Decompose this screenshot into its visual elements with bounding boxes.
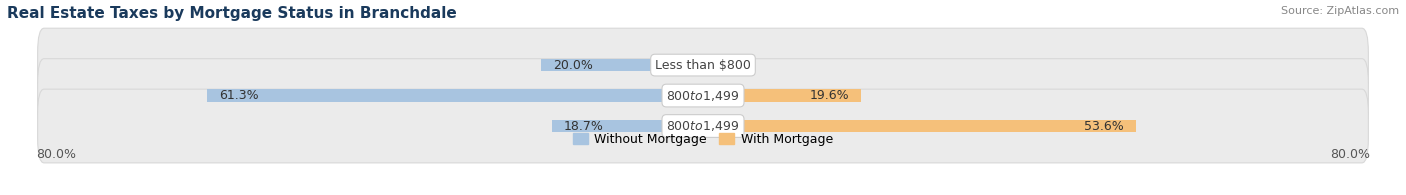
Bar — [541, 59, 703, 72]
FancyBboxPatch shape — [38, 59, 1368, 132]
Bar — [551, 120, 703, 132]
Text: 20.0%: 20.0% — [554, 58, 593, 72]
Text: Less than $800: Less than $800 — [655, 58, 751, 72]
Text: 18.7%: 18.7% — [564, 120, 603, 133]
Text: $800 to $1,499: $800 to $1,499 — [666, 89, 740, 103]
Text: Source: ZipAtlas.com: Source: ZipAtlas.com — [1281, 6, 1399, 16]
Text: 53.6%: 53.6% — [1084, 120, 1125, 133]
FancyBboxPatch shape — [38, 89, 1368, 163]
Bar — [208, 89, 703, 102]
Bar — [703, 89, 862, 102]
Text: Real Estate Taxes by Mortgage Status in Branchdale: Real Estate Taxes by Mortgage Status in … — [7, 6, 457, 21]
FancyBboxPatch shape — [38, 28, 1368, 102]
Legend: Without Mortgage, With Mortgage: Without Mortgage, With Mortgage — [574, 133, 832, 146]
Text: 61.3%: 61.3% — [219, 89, 259, 102]
Text: 0.0%: 0.0% — [711, 58, 744, 72]
Text: $800 to $1,499: $800 to $1,499 — [666, 119, 740, 133]
Bar — [703, 120, 1136, 132]
Text: 19.6%: 19.6% — [810, 89, 849, 102]
